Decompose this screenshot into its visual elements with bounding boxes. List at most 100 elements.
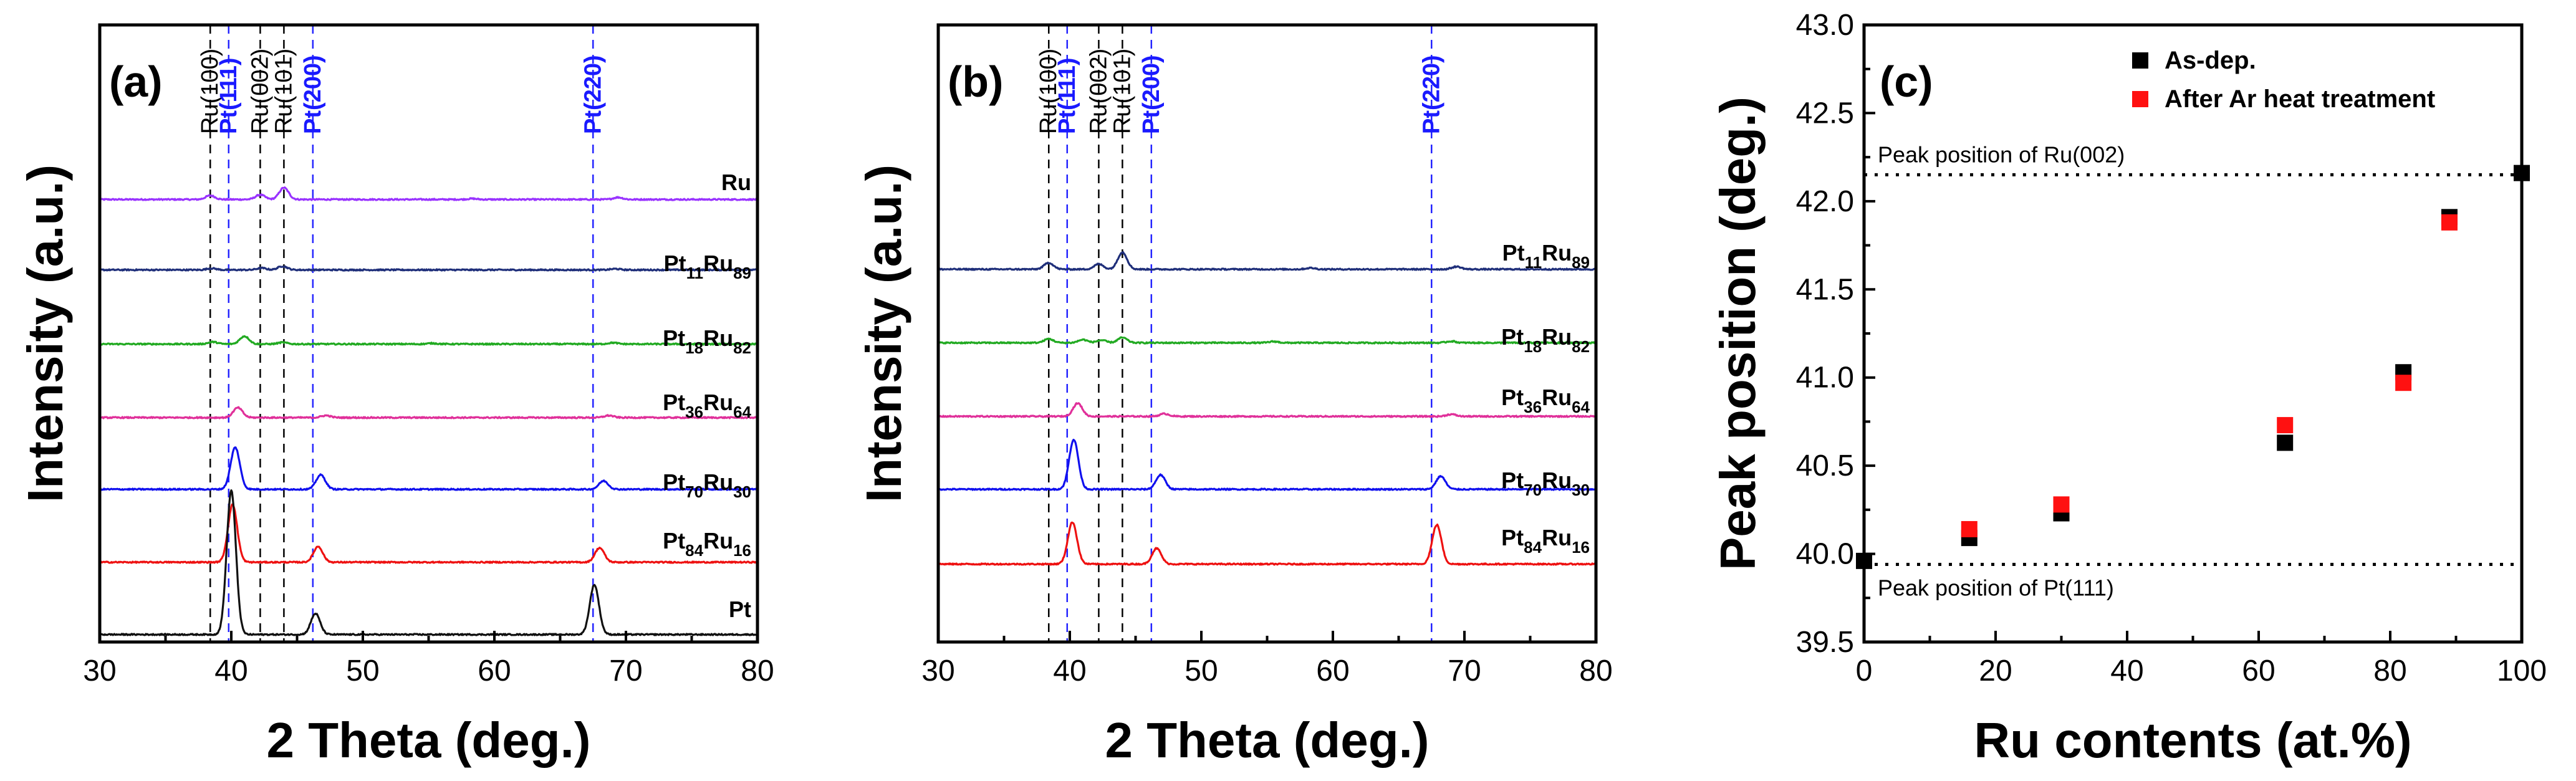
data-point [2277,417,2294,434]
sample-label-text: Pt [663,325,685,351]
sample-label: Pt70Ru30 [1501,467,1590,499]
x-tick-label: 60 [2242,654,2275,688]
sample-label-text: Pt [664,251,686,276]
sample-label-subscript: 30 [733,482,751,501]
sample-label: Pt36Ru64 [1501,385,1590,416]
reference-label: Pt(220) [580,55,606,134]
data-point [2441,214,2458,231]
sample-label-text: Ru [703,528,733,553]
xrd-trace [938,438,1597,491]
sample-label-subscript: 16 [1572,538,1590,557]
data-point [2277,434,2294,451]
xrd-trace [938,521,1597,566]
y-axis-title: Intensity (a.u.) [17,165,73,502]
x-tick-label: 80 [741,654,774,688]
sample-label-text: Pt [1502,240,1525,266]
sample-label-subscript: 84 [1524,538,1542,557]
sample-label-subscript: 11 [1525,253,1542,272]
sample-label: Pt [729,597,751,622]
xrd-trace [938,251,1597,271]
reference-label: Pt(200) [300,55,326,134]
xrd-trace [938,336,1597,345]
data-point [2053,496,2070,513]
xrd-trace [99,406,758,419]
sample-label-text: Pt [1501,525,1524,550]
legend-marker [2132,52,2148,69]
sample-label-subscript: 30 [1572,481,1590,499]
x-tick-label: 70 [609,654,642,688]
sample-label-subscript: 64 [733,403,751,421]
reference-label: Ru(100) [197,49,223,134]
reference-label: Ru(002) [247,49,273,134]
y-tick-label: 43.0 [1796,9,1854,42]
sample-label-text: Pt [1501,324,1524,350]
y-tick-label: 40.5 [1796,449,1854,482]
x-tick-label: 60 [478,654,511,688]
sample-label: Pt84Ru16 [1501,525,1590,557]
sample-label-subscript: 64 [1572,398,1590,416]
y-axis-title: Peak position (deg.) [1710,97,1766,570]
sample-label-text: Ru [703,325,733,351]
sample-label-subscript: 36 [1524,398,1542,416]
y-tick-label: 42.5 [1796,97,1854,130]
y-axis-title: Intensity (a.u.) [856,165,911,502]
sample-label-subscript: 70 [685,482,703,501]
xrd-trace [99,446,759,491]
xrd-trace [99,335,758,346]
sample-label-text: Ru [1542,385,1572,410]
sample-label-text: Ru [703,251,733,276]
sample-label: Pt70Ru30 [663,469,751,501]
reference-label: Ru(100) [1036,49,1062,134]
xrd-trace [99,265,758,272]
sample-label: Ru [721,170,751,195]
sample-label-subscript: 70 [1524,481,1542,499]
sample-label-text: Pt [663,469,685,495]
y-tick-label: 42.0 [1796,185,1854,218]
y-tick-label: 39.5 [1796,626,1854,659]
sample-label-subscript: 82 [1572,337,1590,356]
sample-label-text: Pt [663,528,685,553]
sample-label-subscript: 18 [1524,337,1542,356]
reference-label: Peak position of Pt(111) [1878,575,2114,601]
xrd-trace [938,402,1597,418]
sample-label-text: Ru [1542,324,1572,350]
sample-label-subscript: 18 [685,338,703,357]
x-axis-title: 2 Theta (deg.) [1105,712,1429,768]
sample-label: Pt11Ru89 [664,251,751,282]
x-tick-label: 80 [2373,654,2406,688]
sample-label: Pt36Ru64 [663,390,751,421]
sample-label-subscript: 11 [686,264,704,282]
sample-label-text: Pt [1501,467,1524,493]
panel-label: (c) [1880,57,1933,106]
sample-label-text: Pt [663,390,685,415]
x-tick-label: 40 [2110,654,2143,688]
x-tick-label: 50 [346,654,379,688]
x-tick-label: 60 [1316,654,1349,688]
sample-label-subscript: 84 [685,541,703,560]
legend-marker [2132,91,2148,107]
xrd-trace [99,489,759,636]
y-tick-label: 41.5 [1796,273,1854,306]
x-tick-label: 100 [2497,654,2547,688]
sample-label-subscript: 82 [733,338,751,357]
x-tick-label: 0 [1856,654,1873,688]
panel-label: (b) [948,57,1003,106]
legend-label: After Ar heat treatment [2165,85,2435,113]
sample-label: Pt18Ru82 [1501,324,1590,356]
x-axis-title: Ru contents (at.%) [1974,712,2411,768]
x-tick-label: 20 [1979,654,2012,688]
sample-label-subscript: 36 [685,403,703,421]
sample-label: Pt84Ru16 [663,528,751,560]
reference-label: Pt(220) [1418,55,1444,134]
x-tick-label: 70 [1448,654,1481,688]
panel-label: (a) [109,57,163,106]
reference-label: Pt(111) [1054,57,1080,134]
sample-label-text: Ru [1542,240,1572,266]
xrd-trace [99,186,758,201]
reference-label: Pt(111) [216,57,242,134]
x-tick-label: 40 [1053,654,1086,688]
reference-label: Ru(101) [271,49,297,134]
sample-label-subscript: 89 [1572,253,1590,272]
y-tick-label: 40.0 [1796,538,1854,571]
